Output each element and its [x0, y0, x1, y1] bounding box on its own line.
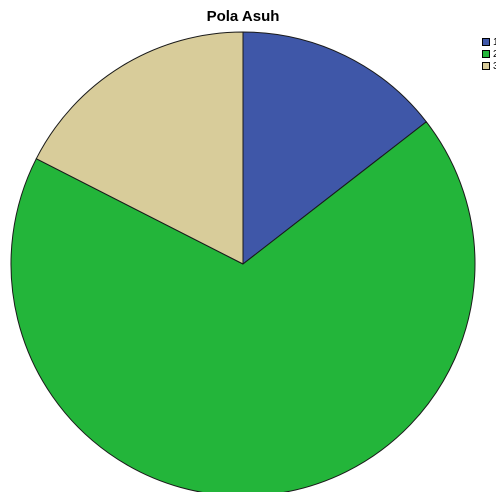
pie-slice-2 — [10, 121, 476, 492]
legend-item-3: 3 — [482, 60, 496, 72]
legend-label-1: 1 — [493, 36, 496, 48]
legend-swatch-3 — [482, 62, 490, 70]
pie-slice-3 — [35, 31, 244, 265]
legend-item-2: 2 — [482, 48, 496, 60]
legend-label-2: 2 — [493, 48, 496, 60]
pie-slices — [10, 31, 476, 492]
top-fade-overlay — [0, 0, 496, 6]
legend-item-1: 1 — [482, 36, 496, 48]
pie-slice-1 — [242, 31, 427, 265]
legend-swatch-2 — [482, 50, 490, 58]
legend-label-3: 3 — [493, 60, 496, 72]
chart-title: Pola Asuh — [206, 8, 280, 25]
legend-swatch-1 — [482, 38, 490, 46]
